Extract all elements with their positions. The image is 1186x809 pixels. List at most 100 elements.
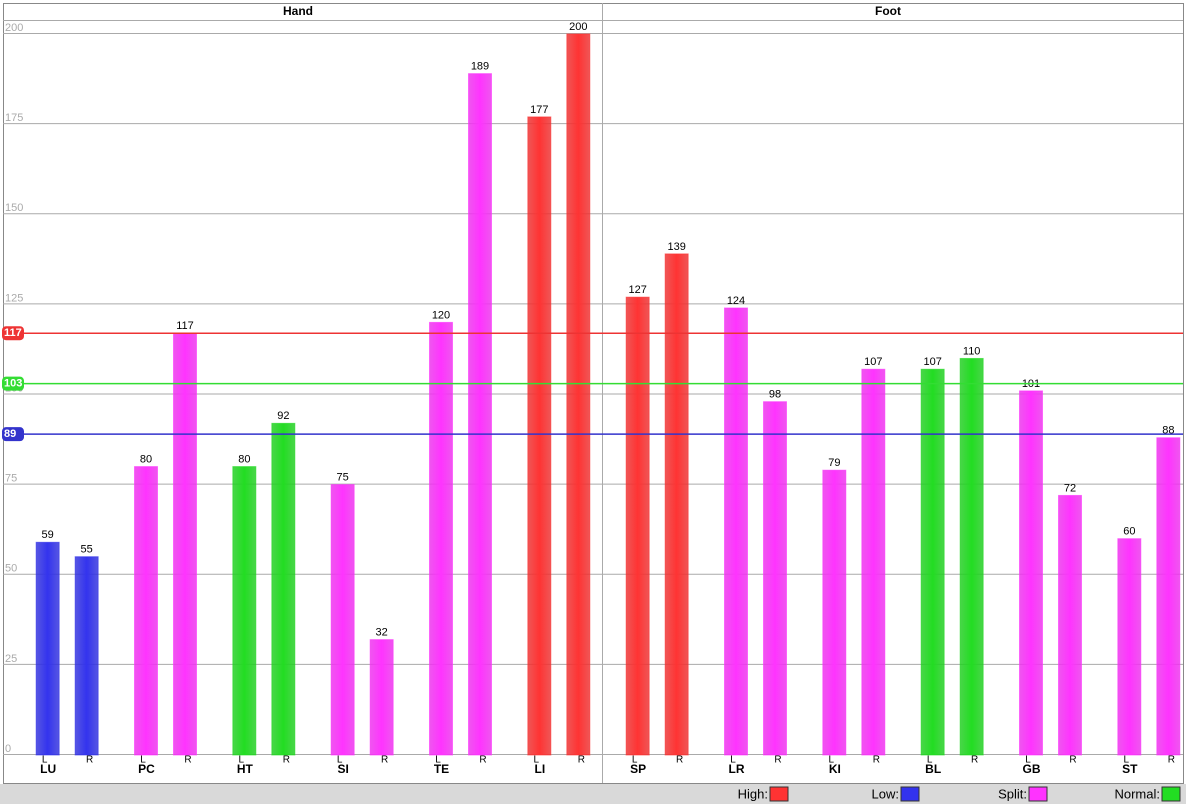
legend-label: Low: <box>872 786 899 801</box>
side-label: L <box>1124 755 1130 766</box>
bar <box>959 357 984 756</box>
value-label: 80 <box>140 454 152 466</box>
legend-strip <box>0 784 1186 804</box>
legend-swatch <box>1028 786 1048 802</box>
bar <box>271 422 296 756</box>
side-label: L <box>927 755 933 766</box>
legend-label: High: <box>738 786 768 801</box>
category-label: BL <box>925 762 941 776</box>
bar <box>173 332 197 756</box>
value-label: 110 <box>963 345 981 357</box>
reference-label: 117 <box>4 327 22 339</box>
bar <box>822 469 847 756</box>
value-label: 177 <box>530 104 548 116</box>
category-label: ST <box>1122 762 1138 776</box>
value-label: 98 <box>769 389 781 401</box>
category-label: HT <box>237 762 254 776</box>
legend-label: Normal: <box>1114 786 1160 801</box>
bar <box>763 401 787 756</box>
bar <box>861 368 886 756</box>
category-label: LI <box>534 762 545 776</box>
value-label: 189 <box>471 61 489 73</box>
bar <box>330 484 355 756</box>
category-label: LU <box>40 762 56 776</box>
side-label: L <box>337 755 343 766</box>
value-label: 127 <box>628 284 646 296</box>
value-label: 120 <box>432 309 450 321</box>
bar <box>74 556 99 756</box>
category-label: PC <box>138 762 155 776</box>
category-label: GB <box>1023 762 1041 776</box>
side-label: L <box>239 755 245 766</box>
bar <box>1019 390 1043 756</box>
bar <box>429 321 453 756</box>
side-label: L <box>42 755 48 766</box>
side-label: L <box>534 755 540 766</box>
value-label: 124 <box>727 295 745 307</box>
bar <box>625 296 650 756</box>
legend-label: Split: <box>998 786 1027 801</box>
bar <box>1058 494 1082 756</box>
section-title: Foot <box>875 4 901 18</box>
category-label: KI <box>829 762 841 776</box>
bar <box>724 307 748 756</box>
category-label: SP <box>630 762 646 776</box>
value-label: 60 <box>1123 526 1135 538</box>
legend-swatch <box>769 786 789 802</box>
value-label: 32 <box>376 627 388 639</box>
side-label: R <box>479 755 486 766</box>
side-label: R <box>578 755 585 766</box>
side-label: R <box>1069 755 1076 766</box>
value-label: 107 <box>923 356 941 368</box>
category-label: TE <box>434 762 449 776</box>
y-tick-label: 200 <box>5 22 23 34</box>
reference-badge <box>2 427 24 442</box>
value-label: 200 <box>569 21 587 33</box>
y-tick-label: 0 <box>5 743 11 755</box>
bar <box>920 368 945 756</box>
value-label: 80 <box>238 454 250 466</box>
value-label: 107 <box>864 356 882 368</box>
side-label: L <box>140 755 146 766</box>
value-label: 139 <box>667 241 685 253</box>
reference-label: 103 <box>4 378 22 390</box>
side-label: R <box>86 755 93 766</box>
value-label: 79 <box>828 457 840 469</box>
side-label: R <box>971 755 978 766</box>
side-label: L <box>730 755 736 766</box>
bar <box>134 466 158 756</box>
side-label: L <box>1025 755 1031 766</box>
y-tick-label: 25 <box>5 653 17 665</box>
bar <box>1117 538 1142 756</box>
side-label: L <box>632 755 638 766</box>
value-label: 72 <box>1064 482 1076 494</box>
category-label: SI <box>337 762 348 776</box>
value-label: 75 <box>337 472 349 484</box>
value-label: 55 <box>81 544 93 556</box>
y-tick-label: 175 <box>5 112 23 124</box>
value-label: 92 <box>277 410 289 422</box>
side-label: R <box>184 755 191 766</box>
bar <box>468 73 492 756</box>
bar <box>369 639 394 756</box>
bar <box>232 466 257 756</box>
y-tick-label: 75 <box>5 473 17 485</box>
bar <box>566 33 591 756</box>
side-label: R <box>873 755 880 766</box>
side-label: L <box>829 755 835 766</box>
value-label: 59 <box>42 529 54 541</box>
side-label: R <box>283 755 290 766</box>
section-title: Hand <box>283 4 313 18</box>
value-label: 117 <box>176 320 194 332</box>
bar <box>35 541 60 756</box>
y-tick-label: 150 <box>5 202 23 214</box>
y-tick-label: 50 <box>5 563 17 575</box>
category-label: LR <box>729 762 745 776</box>
bar <box>527 116 552 756</box>
bar <box>664 253 689 756</box>
reference-badge <box>2 376 24 391</box>
y-tick-label: 125 <box>5 292 23 304</box>
bar <box>1156 437 1181 756</box>
